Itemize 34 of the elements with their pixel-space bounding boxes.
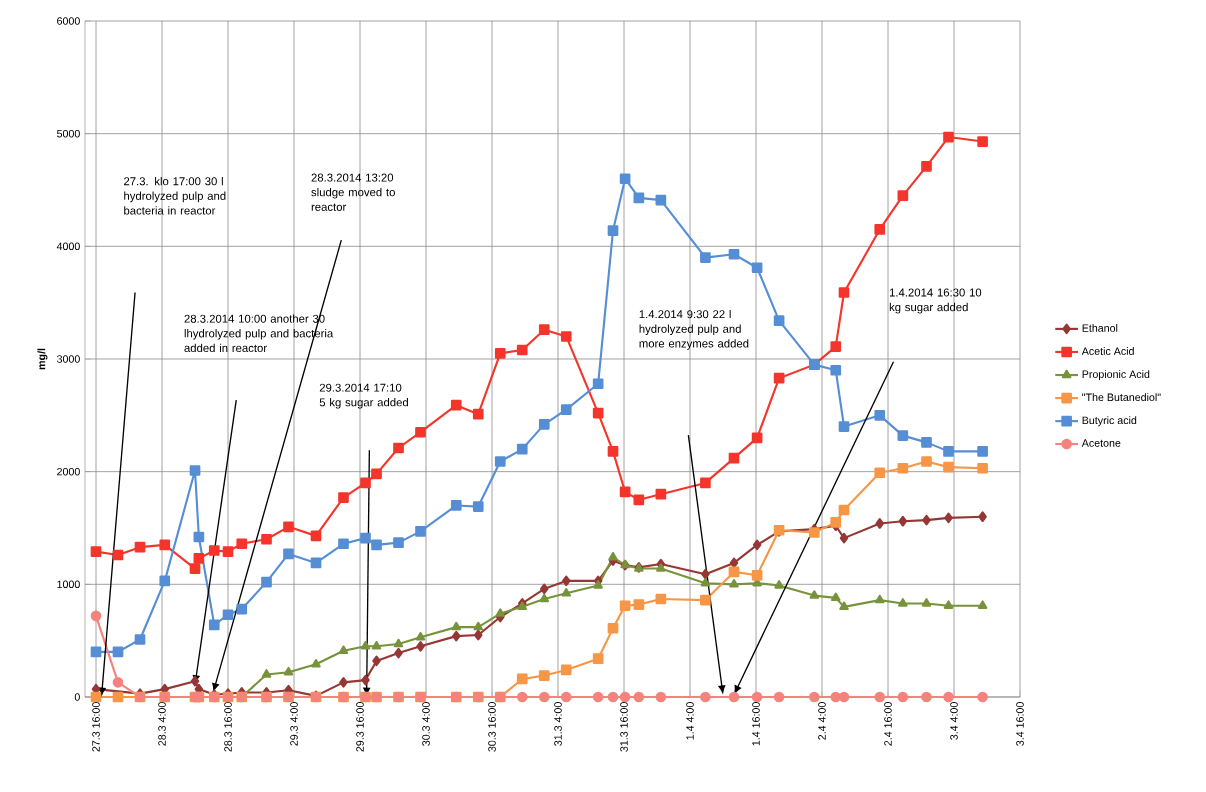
x-tick-label: 3.4 4:00 bbox=[950, 702, 958, 740]
annotation: 28.3.2014 13:20 sludge moved to reactor bbox=[311, 173, 395, 211]
x-tick-label: 30.3 4:00 bbox=[422, 702, 430, 746]
x-tick-label: 29.3 16:00 bbox=[356, 702, 364, 752]
y-tick-label: 6000 bbox=[57, 17, 80, 25]
legend-label: Propionic Acid bbox=[1082, 370, 1150, 381]
x-tick-label: 27.3 16:00 bbox=[92, 702, 100, 752]
annotation: 29.3.2014 17:10 5 kg sugar added bbox=[319, 383, 408, 409]
y-tick-label: 4000 bbox=[56, 242, 80, 251]
y-axis-title: mg/l bbox=[37, 348, 48, 370]
y-tick-label: 5000 bbox=[56, 129, 80, 138]
x-tick-label: 1.4 16:00 bbox=[752, 702, 760, 746]
x-tick-label: 1.4 4:00 bbox=[686, 702, 694, 740]
x-tick-label: 31.3 4:00 bbox=[554, 702, 562, 746]
x-tick-label: 28.3 16:00 bbox=[224, 702, 232, 752]
y-tick-label: 2000 bbox=[57, 467, 80, 476]
x-tick-label: 3.4 16:00 bbox=[1016, 702, 1024, 746]
legend-label: Acetone bbox=[1081, 439, 1121, 447]
y-tick-label: 1000 bbox=[57, 580, 80, 589]
annotation: 1.4.2014 16:30 10 kg sugar added bbox=[889, 288, 982, 314]
x-tick-label: 30.3 16:00 bbox=[488, 702, 496, 752]
legend-label: "The Butanediol" bbox=[1082, 393, 1161, 402]
y-tick-label: 3000 bbox=[56, 355, 80, 363]
x-tick-label: 2.4 4:00 bbox=[818, 702, 826, 740]
legend-label: Butyric acid bbox=[1082, 416, 1137, 427]
x-tick-label: 31.3 16:00 bbox=[620, 702, 628, 752]
annotation: 1.4.2014 9:30 22 l hydrolyzed pulp and more enzymes added bbox=[639, 309, 749, 350]
x-tick-label: 2.4 16:00 bbox=[884, 702, 892, 746]
annotation: 27.3. klo 17:00 30 l hydrolyzed pulp and bacteria in reactor bbox=[124, 176, 226, 215]
legend-label: Acetic Acid bbox=[1081, 347, 1134, 355]
x-tick-label: 29.3 4:00 bbox=[290, 702, 298, 746]
y-tick-label: 0 bbox=[74, 693, 80, 701]
legend-label: Ethanol bbox=[1082, 324, 1118, 332]
x-tick-label: 28.3 4:00 bbox=[158, 702, 166, 746]
